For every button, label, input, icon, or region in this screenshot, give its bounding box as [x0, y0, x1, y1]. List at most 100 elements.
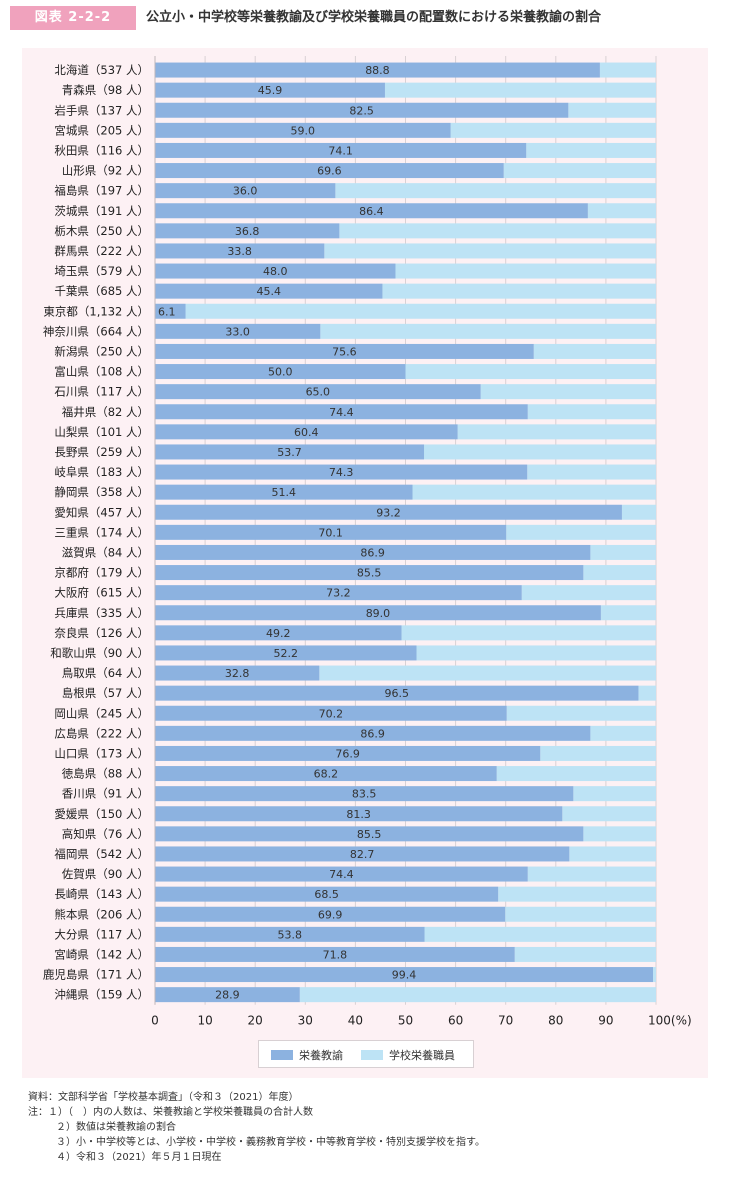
bar-teacher [155, 404, 528, 420]
data-label: 74.4 [329, 868, 354, 881]
data-label: 83.5 [352, 788, 377, 801]
bar-teacher [155, 243, 325, 259]
bar-staff [401, 625, 656, 641]
bar-teacher [155, 886, 499, 902]
category-label: 大阪府（615 人） [54, 586, 149, 600]
bar-teacher [155, 303, 186, 319]
data-label: 53.8 [278, 928, 303, 941]
bar-staff [480, 384, 656, 400]
bar-staff [319, 665, 656, 681]
data-label: 73.2 [326, 587, 351, 600]
bar-teacher [155, 645, 417, 661]
data-label: 32.8 [225, 667, 250, 680]
bar-teacher [155, 484, 413, 500]
bar-staff [505, 906, 656, 922]
data-label: 81.3 [346, 808, 371, 821]
data-label: 45.9 [258, 84, 283, 97]
bar-teacher [155, 122, 451, 138]
category-label: 秋田県（116 人） [54, 143, 149, 157]
bar-teacher [155, 283, 383, 299]
legend-item-staff: 学校栄養職員 [361, 1047, 455, 1063]
bar-teacher [155, 866, 528, 882]
category-label: 茨城県（191 人） [54, 204, 149, 218]
bar-staff [590, 725, 656, 741]
x-tick-label: 80 [548, 1014, 563, 1028]
category-label: 愛媛県（150 人） [54, 807, 149, 821]
data-label: 74.1 [328, 144, 353, 157]
category-label: 沖縄県（159 人） [54, 988, 149, 1002]
bar-teacher [155, 384, 481, 400]
bar-staff [424, 444, 656, 460]
bar-staff [583, 826, 656, 842]
legend-label-teacher: 栄養教諭 [299, 1049, 343, 1062]
bar-staff [599, 62, 656, 78]
x-tick-label: 40 [348, 1014, 363, 1028]
bar-teacher [155, 926, 425, 942]
bar-staff [526, 142, 656, 158]
note-2: ２）数値は栄養教諭の割合 [56, 1122, 176, 1133]
x-tick-label: 90 [598, 1014, 613, 1028]
bar-teacher [155, 343, 534, 359]
category-label: 山梨県（101 人） [54, 425, 149, 439]
data-label: 50.0 [268, 366, 293, 379]
bar-staff [405, 364, 656, 380]
x-tick-label: 10 [197, 1014, 212, 1028]
x-tick-label: 20 [248, 1014, 263, 1028]
category-label: 青森県（98 人） [62, 83, 149, 97]
category-label: 群馬県（222 人） [54, 244, 149, 258]
data-label: 69.9 [318, 908, 343, 921]
bar-staff [521, 585, 656, 601]
category-label: 北海道（537 人） [54, 63, 149, 77]
note-1: 注：１）（ ）内の人数は、栄養教諭と学校栄養職員の合計人数 [28, 1107, 313, 1118]
category-label: 福井県（82 人） [62, 405, 149, 419]
bar-teacher [155, 745, 541, 761]
data-label: 75.6 [332, 345, 357, 358]
bar-teacher [155, 766, 497, 782]
bar-teacher [155, 62, 600, 78]
bar-staff [506, 524, 656, 540]
category-label: 宮城県（205 人） [54, 123, 149, 137]
source-notes: 資料：文部科学省「学校基本調査」（令和３（2021）年度） 注：１）（ ）内の人… [28, 1090, 485, 1165]
category-label: 島根県（57 人） [62, 686, 149, 700]
bar-staff [324, 243, 656, 259]
category-label: 香川県（91 人） [62, 787, 149, 801]
legend-swatch-staff [361, 1050, 383, 1060]
figure-tag: 図表 2-2-2 [10, 6, 136, 30]
data-label: 65.0 [306, 386, 331, 399]
x-tick-label: 60 [448, 1014, 463, 1028]
x-tick-label: 50 [398, 1014, 413, 1028]
category-label: 大分県（117 人） [54, 927, 149, 941]
data-label: 70.1 [318, 526, 343, 539]
bar-staff [416, 645, 656, 661]
data-label: 86.4 [359, 205, 384, 218]
data-label: 36.8 [235, 225, 260, 238]
bar-staff [299, 987, 656, 1003]
data-label: 60.4 [294, 426, 319, 439]
figure-header: 図表 2-2-2 公立小・中学校等栄養教諭及び学校栄養職員の配置数における栄養教… [0, 0, 730, 40]
bar-teacher [155, 846, 570, 862]
bar-teacher [155, 263, 396, 279]
bar-teacher [155, 82, 385, 98]
bar-staff [339, 223, 656, 239]
category-label: 鳥取県（64 人） [62, 666, 149, 680]
bar-staff [573, 786, 656, 802]
bar-teacher [155, 424, 458, 440]
category-label: 徳島県（88 人） [62, 767, 149, 781]
legend-label-staff: 学校栄養職員 [389, 1049, 455, 1062]
bar-staff [527, 464, 656, 480]
category-label: 高知県（76 人） [62, 827, 149, 841]
note-4: ４）令和３（2021）年５月１日現在 [56, 1152, 222, 1163]
data-label: 89.0 [366, 607, 391, 620]
bar-staff [638, 685, 656, 701]
data-label: 33.0 [225, 325, 250, 338]
bar-staff [185, 303, 656, 319]
data-label: 74.4 [329, 406, 354, 419]
bar-staff [424, 926, 656, 942]
bar-staff [498, 886, 656, 902]
bar-teacher [155, 806, 563, 822]
category-label: 東京都（1,132 人） [43, 304, 149, 318]
chart-panel [22, 48, 708, 1078]
category-label: 和歌山県（90 人） [50, 646, 149, 660]
bar-staff [450, 122, 656, 138]
data-label: 68.2 [314, 768, 339, 781]
